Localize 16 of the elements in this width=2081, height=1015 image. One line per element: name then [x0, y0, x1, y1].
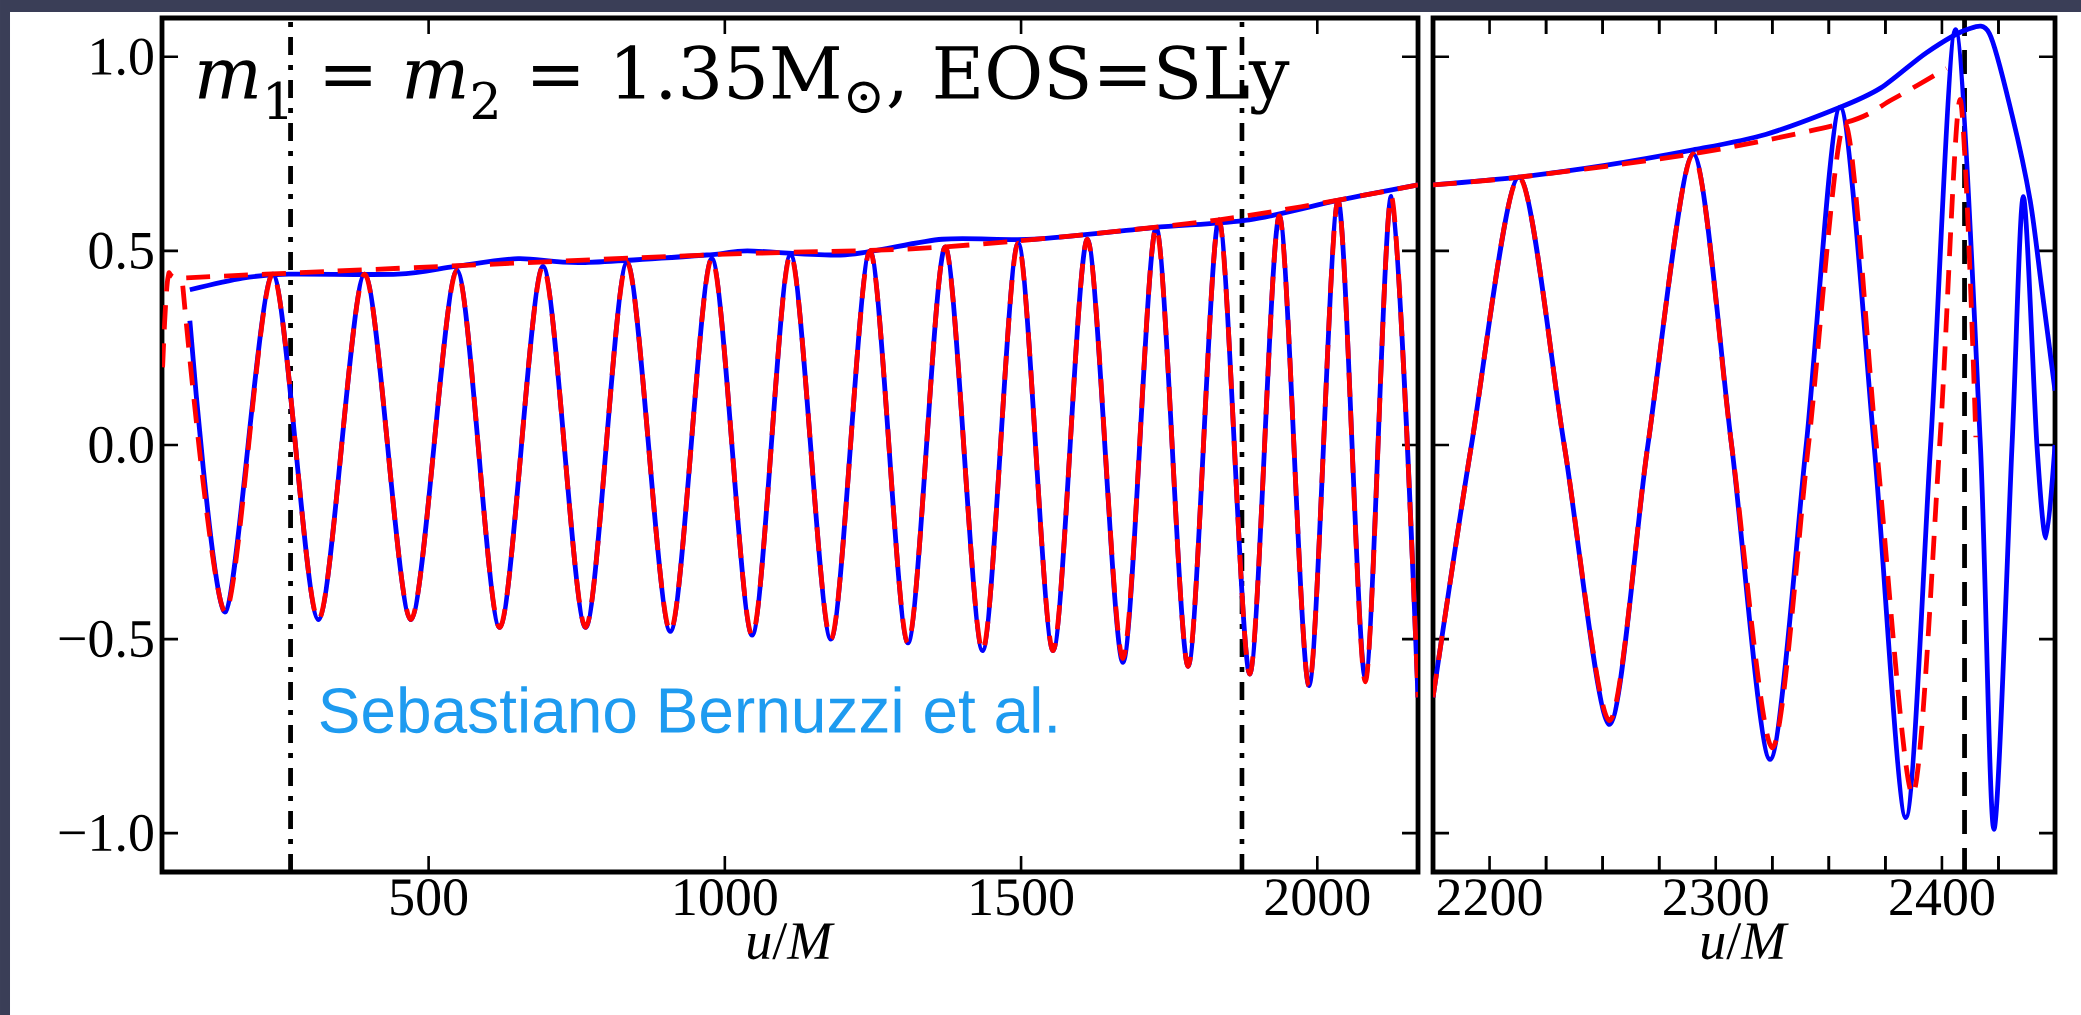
x-tick-label: 1000 — [675, 879, 777, 916]
x-tick-label: 500 — [391, 879, 468, 916]
y-tick-label: 0.5 — [89, 232, 153, 270]
y-tick-label: 0.0 — [89, 426, 153, 464]
x-axis-title: u/M — [1701, 923, 1789, 960]
annotation: Sebastiano Bernuzzi et al. — [320, 686, 1056, 734]
x-axis-title: u/M — [747, 923, 835, 960]
x-tick-label: 2200 — [1437, 879, 1542, 916]
y-tick-label: −0.5 — [59, 620, 153, 658]
x-tick-label: 1500 — [971, 879, 1074, 916]
x-tick-label: 2300 — [1664, 879, 1768, 916]
x-tick-label: 2000 — [1265, 879, 1370, 916]
x-tick-label: 2400 — [1890, 879, 1994, 916]
y-tick-label: −1.0 — [59, 814, 153, 852]
y-tick-label: 1.0 — [92, 38, 153, 76]
annotation: m$_{1}$ = m$_{2}$ = 1.35M$_{⊙}$, EOS=SLy — [198, 45, 1290, 119]
